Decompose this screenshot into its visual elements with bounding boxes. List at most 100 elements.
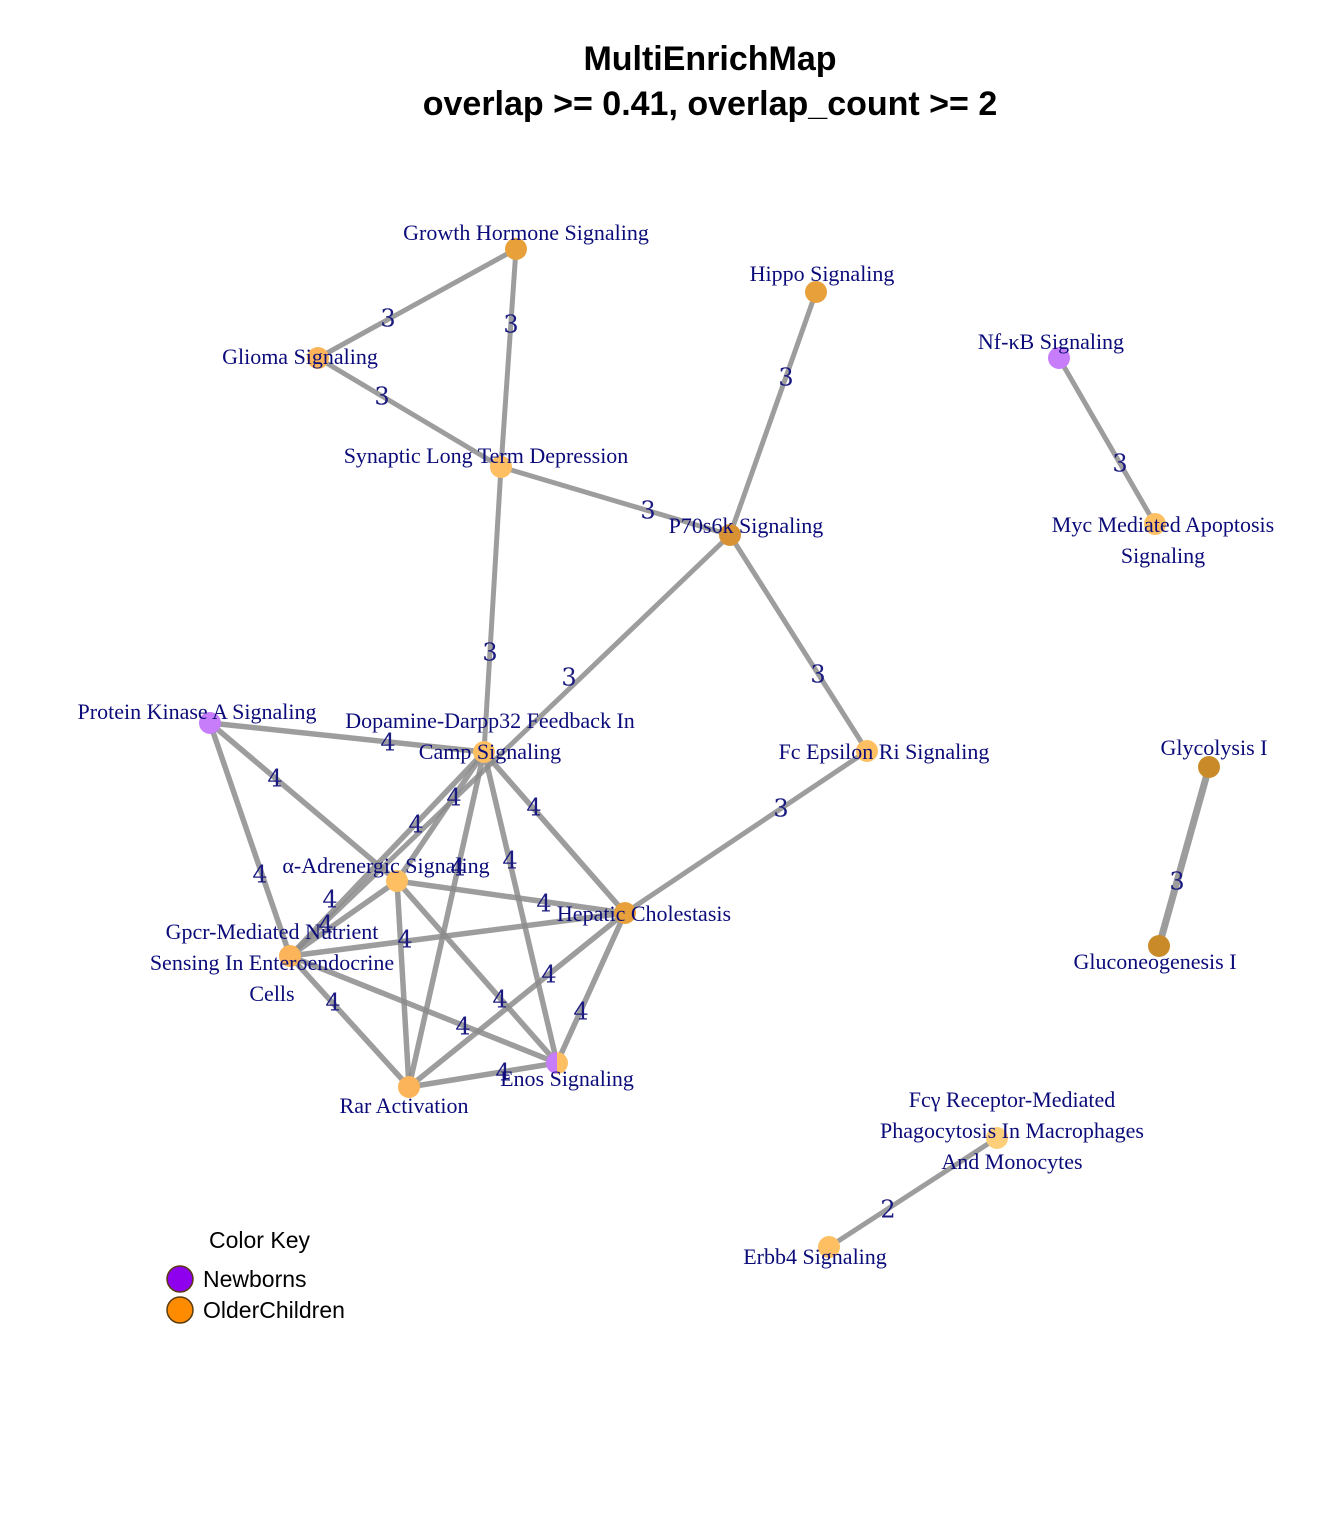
edge-weight-label: 3 (773, 795, 788, 823)
node-erbb4[interactable] (818, 1236, 840, 1258)
node-label-line: Rar Activation (340, 1093, 469, 1118)
node-label-line: Phagocytosis In Macrophages (880, 1118, 1144, 1143)
edge-weight-label: 2 (880, 1196, 895, 1224)
node-glycolysis[interactable] (1198, 756, 1220, 778)
edge-hippo-p70s6k (727, 289, 819, 538)
node-alpha_adrenergic[interactable] (386, 870, 408, 892)
node-circle (398, 1076, 420, 1098)
edge-fc_epsilon-hepatic_cholestasis (622, 748, 870, 916)
node-label-line: Synaptic Long Term Depression (344, 443, 629, 468)
node-label-glioma: Glioma Signaling (222, 344, 378, 369)
legend-swatch-older-children (166, 1296, 194, 1324)
node-label-gpcr_nutrient: Gpcr-Mediated Nutrient Sensing In Enteroe… (150, 919, 394, 1006)
edge-synaptic_ltd-dopamine (481, 464, 504, 755)
node-dopamine[interactable] (473, 741, 495, 763)
node-fcgamma[interactable] (986, 1127, 1008, 1149)
edge-weight-label: 4 (536, 890, 551, 918)
edge-weight-label: 4 (397, 926, 412, 954)
node-label-line: Glioma Signaling (222, 344, 378, 369)
edge-weight-label: 4 (502, 847, 517, 875)
node-label-line: Glycolysis I (1161, 735, 1268, 760)
edge-alpha_adrenergic-rar (394, 878, 412, 1090)
node-label-glycolysis: Glycolysis I (1161, 735, 1268, 760)
node-label-p70s6k: P70s6k Signaling (669, 513, 824, 538)
node-gpcr_nutrient[interactable] (279, 945, 301, 967)
color-key-legend: Color Key Newborns OlderChildren (166, 1227, 345, 1324)
node-label-line: Nf-κB Signaling (978, 329, 1124, 354)
edge-weight-label: 3 (1169, 868, 1184, 896)
node-synaptic_ltd[interactable] (490, 456, 512, 478)
edge-pka-dopamine (207, 720, 487, 755)
node-growth_hormone[interactable] (505, 238, 527, 260)
node-label-growth_hormone: Growth Hormone Signaling (403, 220, 649, 245)
node-label-hippo: Hippo Signaling (750, 261, 895, 286)
edge-weight-label: 3 (810, 661, 825, 689)
title-line-2: overlap >= 0.41, overlap_count >= 2 (423, 85, 998, 123)
node-myc_apoptosis[interactable] (1144, 513, 1166, 535)
edge-weight-label: 4 (573, 998, 588, 1026)
edge-p70s6k-gpcr_nutrient (287, 532, 733, 959)
node-enos[interactable] (546, 1052, 568, 1074)
node-nfkb[interactable] (1048, 347, 1070, 369)
node-label-line: Myc Mediated Apoptosis (1052, 512, 1274, 537)
edge-growth_hormone-synaptic_ltd (498, 246, 519, 470)
node-circle (473, 741, 495, 763)
node-label-line: Camp Signaling (419, 739, 561, 764)
node-label-gluconeogenesis: Gluconeogenesis I (1073, 949, 1236, 974)
node-label-line: Hepatic Cholestasis (557, 901, 731, 926)
node-circle (614, 902, 636, 924)
node-circle (505, 238, 527, 260)
node-label-fcgamma: Fcγ Receptor-Mediated Phagocytosis In Mac… (880, 1087, 1144, 1174)
edges-layer (207, 246, 1213, 1250)
node-hepatic_cholestasis[interactable] (614, 902, 636, 924)
node-circle (986, 1127, 1008, 1149)
node-circle (386, 870, 408, 892)
node-label-line: Fcγ Receptor-Mediated (909, 1087, 1116, 1112)
node-label-line: Gpcr-Mediated Nutrient (166, 919, 379, 944)
node-label-nfkb: Nf-κB Signaling (978, 329, 1124, 354)
edge-weight-label: 3 (374, 383, 389, 411)
node-fc_epsilon[interactable] (856, 740, 878, 762)
edge-weight-label: 4 (380, 729, 395, 757)
legend-title: Color Key (209, 1227, 310, 1253)
node-label-hepatic_cholestasis: Hepatic Cholestasis (557, 901, 731, 926)
node-label-rar: Rar Activation (340, 1093, 469, 1118)
chart-title: MultiEnrichMap overlap >= 0.41, overlap_… (423, 40, 998, 123)
edge-weight-label: 4 (541, 961, 556, 989)
node-label-line: P70s6k Signaling (669, 513, 824, 538)
edge-hepatic_cholestasis-rar (406, 910, 628, 1090)
edge-weight-label: 3 (561, 664, 576, 692)
edge-gpcr_nutrient-rar (287, 953, 412, 1090)
node-labels-layer: Growth Hormone Signaling Hippo Signaling N… (78, 220, 1275, 1269)
node-circle (719, 524, 741, 546)
edge-weight-label: 4 (455, 1013, 470, 1041)
node-label-line: Erbb4 Signaling (743, 1244, 887, 1269)
node-circle (818, 1236, 840, 1258)
edge-dopamine-hepatic_cholestasis (481, 749, 628, 916)
node-label-line: Sensing In Enteroendocrine (150, 950, 394, 975)
edge-weight-label: 4 (526, 794, 541, 822)
edge-weight-label: 4 (252, 861, 267, 889)
node-glioma[interactable] (307, 347, 329, 369)
edge-gpcr_nutrient-hepatic_cholestasis (287, 910, 628, 959)
node-label-fc_epsilon: Fc Epsilon Ri Signaling (779, 739, 990, 764)
edge-glioma-synaptic_ltd (315, 355, 504, 470)
edge-alpha_adrenergic-hepatic_cholestasis (394, 878, 628, 916)
node-label-line: And Monocytes (941, 1149, 1082, 1174)
edge-dopamine-gpcr_nutrient (287, 749, 487, 959)
node-p70s6k[interactable] (719, 524, 741, 546)
node-rar[interactable] (398, 1076, 420, 1098)
node-label-line: Fc Epsilon Ri Signaling (779, 739, 990, 764)
edge-pka-gpcr_nutrient (207, 720, 293, 959)
legend-swatch-newborns (166, 1265, 194, 1293)
edge-glioma-growth_hormone (315, 246, 519, 361)
node-circle (490, 456, 512, 478)
edge-dopamine-alpha_adrenergic (394, 749, 487, 884)
node-pka[interactable] (199, 712, 221, 734)
edge-weight-label: 4 (495, 1059, 510, 1087)
node-half-older-children (557, 1052, 568, 1074)
node-gluconeogenesis[interactable] (1148, 935, 1170, 957)
node-circle (1198, 756, 1220, 778)
legend-label-newborns: Newborns (203, 1266, 307, 1292)
node-hippo[interactable] (805, 281, 827, 303)
